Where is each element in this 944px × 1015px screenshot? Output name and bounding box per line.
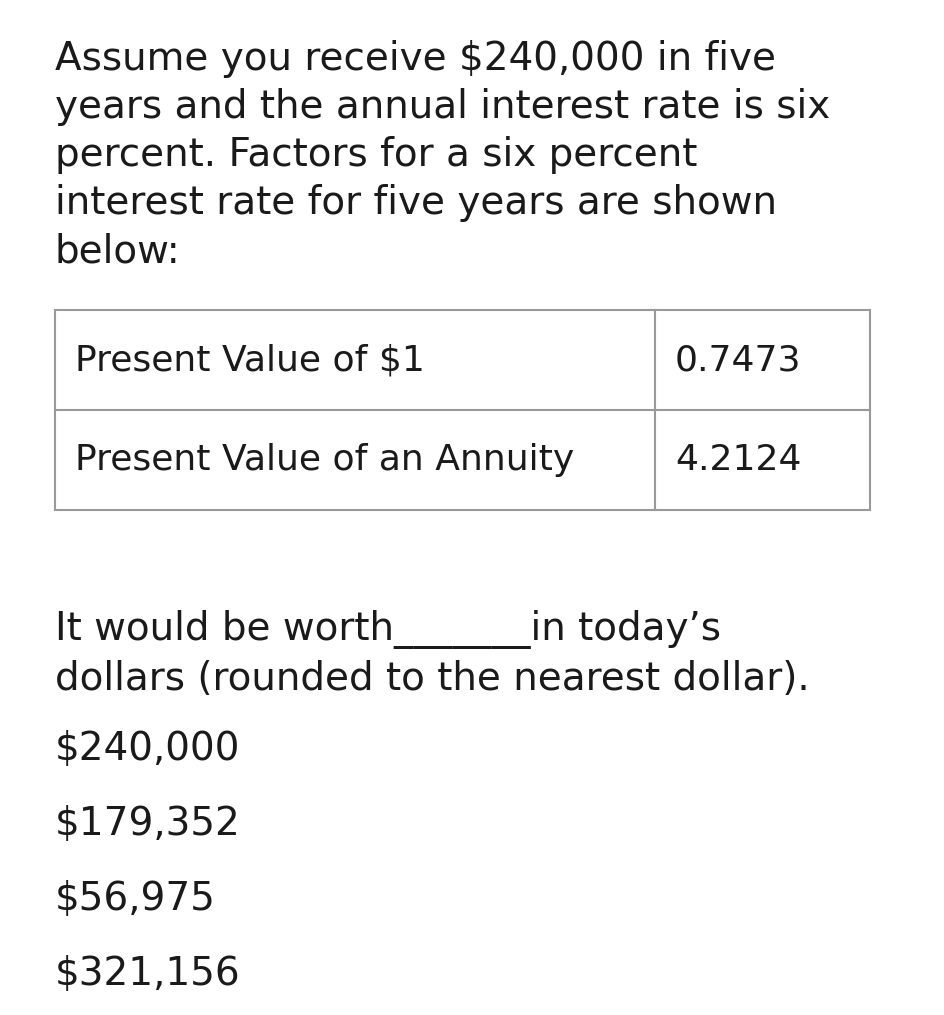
Text: 0.7473: 0.7473: [675, 343, 801, 377]
Bar: [55, 310, 870, 510]
Text: interest rate for five years are shown: interest rate for five years are shown: [55, 184, 777, 222]
Text: $56,975: $56,975: [55, 880, 216, 918]
Text: dollars (rounded to the nearest dollar).: dollars (rounded to the nearest dollar).: [55, 660, 810, 698]
Text: percent. Factors for a six percent: percent. Factors for a six percent: [55, 136, 698, 174]
Text: Present Value of $1: Present Value of $1: [75, 343, 425, 377]
Text: $179,352: $179,352: [55, 805, 241, 843]
Text: below:: below:: [55, 232, 180, 270]
Text: years and the annual interest rate is six: years and the annual interest rate is si…: [55, 88, 831, 126]
Text: It would be worth_______in today’s: It would be worth_______in today’s: [55, 610, 721, 649]
Text: $240,000: $240,000: [55, 730, 241, 768]
Text: 4.2124: 4.2124: [675, 443, 801, 477]
Text: $321,156: $321,156: [55, 955, 241, 993]
Text: Assume you receive $240,000 in five: Assume you receive $240,000 in five: [55, 40, 776, 78]
Text: Present Value of an Annuity: Present Value of an Annuity: [75, 443, 574, 477]
